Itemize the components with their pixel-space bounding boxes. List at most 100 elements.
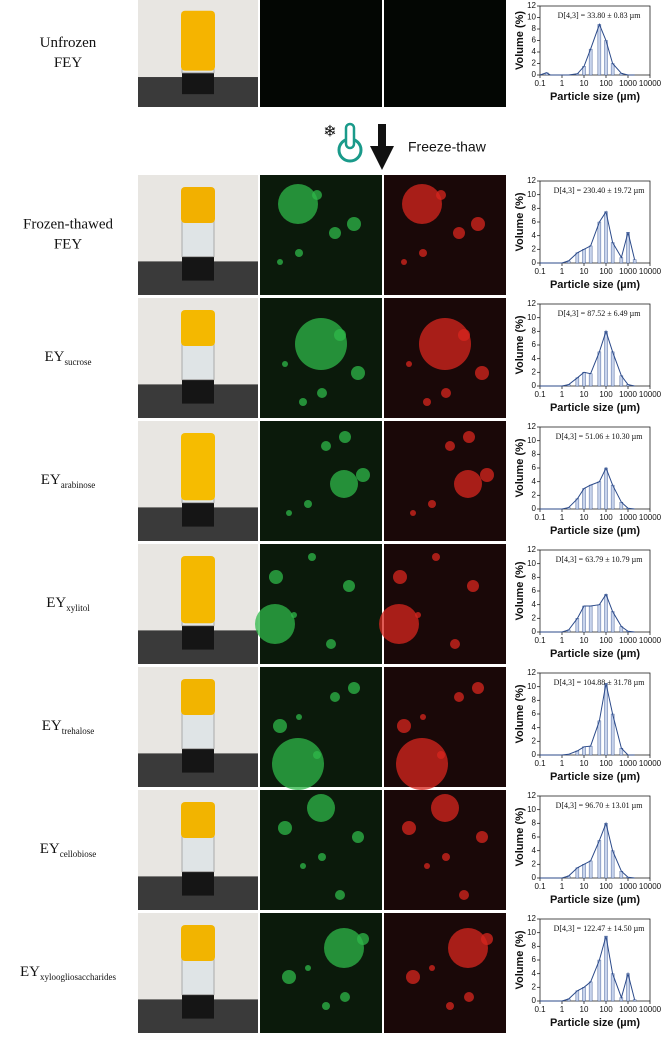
y-tick-label: 10	[527, 436, 536, 445]
bar	[588, 605, 593, 633]
droplet	[406, 361, 412, 367]
y-tick-label: 10	[527, 682, 536, 691]
droplet	[313, 751, 321, 759]
droplet	[472, 682, 484, 694]
x-tick-label: 10	[580, 1005, 589, 1014]
droplet	[431, 794, 459, 822]
x-tick-label: 1000	[619, 882, 637, 891]
transition: ❄ Freeze-thaw	[323, 122, 487, 170]
distribution-line	[540, 329, 635, 387]
vial-yolk	[181, 10, 215, 71]
x-tick-label: 100	[599, 1005, 613, 1014]
y-tick-label: 0	[532, 996, 537, 1005]
bar	[604, 683, 608, 756]
bar	[604, 823, 608, 879]
bar	[604, 594, 608, 633]
bar	[588, 245, 593, 264]
y-tick-label: 2	[532, 859, 537, 868]
row-label: EYarabinose	[41, 472, 95, 490]
bar	[604, 467, 608, 510]
droplet	[396, 738, 448, 790]
bar	[588, 745, 593, 756]
bar	[610, 484, 615, 510]
droplet	[300, 863, 306, 869]
droplet	[334, 329, 346, 341]
y-tick-label: 8	[532, 695, 537, 704]
droplet	[480, 468, 494, 482]
x-tick-label: 0.1	[534, 79, 546, 88]
row-label: Frozen-thawed	[23, 216, 113, 232]
droplet	[308, 553, 316, 561]
y-tick-label: 2	[532, 613, 537, 622]
droplet	[307, 794, 335, 822]
y-tick-label: 12	[527, 422, 536, 431]
chart-panel	[510, 790, 666, 910]
droplet	[356, 468, 370, 482]
bar	[597, 481, 602, 510]
y-axis-label: Volume (%)	[514, 930, 526, 989]
droplet	[324, 928, 364, 968]
bar	[582, 987, 586, 1002]
annotation: D[4,3] = 96.70 ± 13.01 µm	[556, 801, 644, 810]
droplet	[326, 639, 336, 649]
bar	[632, 259, 637, 264]
vial-cap	[182, 623, 214, 650]
label-subscript: cellobiose	[60, 849, 97, 859]
transition-label: Freeze-thaw	[408, 139, 487, 155]
x-tick-label: 0.1	[534, 882, 546, 891]
vial-yolk	[181, 679, 215, 715]
x-tick-label: 10000	[639, 636, 662, 645]
droplet	[406, 970, 420, 984]
y-tick-label: 6	[532, 832, 537, 841]
y-tick-label: 6	[532, 709, 537, 718]
droplet	[429, 965, 435, 971]
chart-panel	[510, 544, 666, 664]
bar	[604, 211, 608, 264]
label-subscript: xylitol	[66, 603, 90, 613]
droplet	[296, 714, 302, 720]
bar	[597, 959, 602, 1002]
x-tick-label: 1000	[619, 636, 637, 645]
label-main: EY	[46, 595, 66, 611]
droplet	[295, 249, 303, 257]
label-subscript: xyloogliosaccharides	[40, 972, 116, 982]
row-label: EYxyloogliosaccharides	[20, 964, 116, 982]
bar	[588, 484, 593, 510]
bar	[610, 611, 615, 633]
y-tick-label: 10	[527, 928, 536, 937]
droplet	[420, 714, 426, 720]
bar	[597, 221, 602, 264]
row-label: Unfrozen	[40, 35, 97, 51]
bar	[597, 351, 602, 387]
droplet	[278, 821, 292, 835]
droplet	[357, 933, 369, 945]
vial-cap	[182, 254, 214, 281]
red-micrograph	[384, 913, 506, 1033]
vial-yolk	[181, 187, 215, 223]
red-micrograph	[384, 544, 506, 664]
y-tick-label: 2	[532, 59, 537, 68]
y-tick-label: 12	[527, 914, 536, 923]
row-label: EYsucrose	[45, 349, 92, 367]
y-tick-label: 12	[527, 791, 536, 800]
x-tick-label: 10	[580, 759, 589, 768]
x-tick-label: 1000	[619, 513, 637, 522]
droplet	[471, 217, 485, 231]
droplet	[448, 928, 488, 968]
droplet	[352, 831, 364, 843]
x-axis-label: Particle size (µm)	[550, 525, 640, 537]
y-tick-label: 4	[532, 231, 537, 240]
vial-cap	[182, 70, 214, 95]
vial-yolk	[181, 310, 215, 346]
vial-cap	[182, 500, 214, 527]
droplet	[450, 639, 460, 649]
droplet	[299, 398, 307, 406]
droplet	[347, 217, 361, 231]
label-subscript: arabinose	[61, 480, 95, 490]
y-tick-label: 6	[532, 340, 537, 349]
chart-panel	[510, 667, 666, 787]
y-tick-label: 4	[532, 969, 537, 978]
bar	[588, 373, 593, 387]
droplet	[321, 441, 331, 451]
droplet	[312, 190, 322, 200]
